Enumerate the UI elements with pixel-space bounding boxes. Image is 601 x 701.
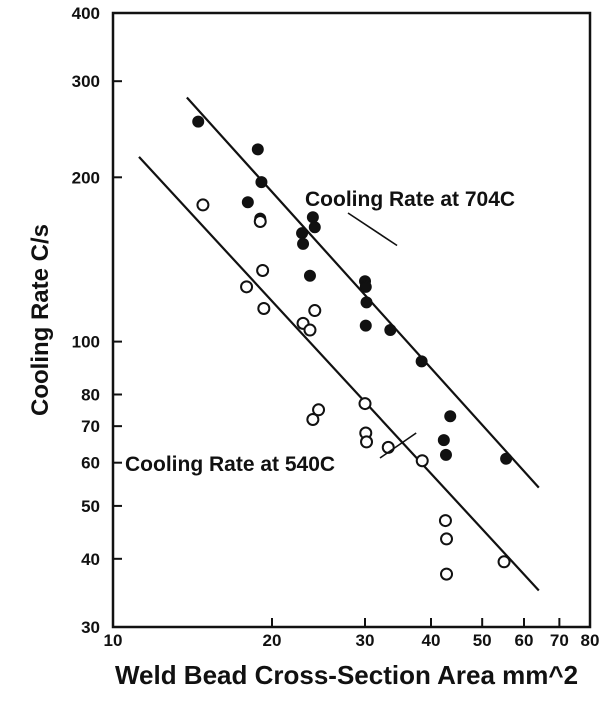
data-point-540c [303, 323, 317, 337]
y-tick-label: 200 [72, 168, 100, 187]
y-tick-label: 30 [81, 618, 100, 637]
data-point-704c [444, 410, 457, 423]
x-tick-label: 70 [550, 631, 569, 650]
x-tick-label: 20 [263, 631, 282, 650]
annotation-704c: Cooling Rate at 704C [305, 188, 515, 211]
data-point-704c [437, 434, 450, 447]
y-tick-label: 60 [81, 454, 100, 473]
data-point-540c [306, 412, 320, 426]
data-point-704c [360, 296, 373, 309]
data-point-540c [196, 198, 210, 212]
data-point-540c [440, 532, 454, 546]
x-tick-label: 10 [104, 631, 123, 650]
annotation-540c: Cooling Rate at 540C [125, 453, 335, 476]
data-point-540c [312, 403, 326, 417]
x-axis-title: Weld Bead Cross-Section Area mm^2 [115, 660, 578, 690]
y-tick-label: 80 [81, 386, 100, 405]
data-point-540c [240, 280, 254, 294]
data-point-704c [241, 196, 254, 209]
plot-frame [111, 11, 592, 629]
data-point-704c [192, 115, 205, 128]
data-point-704c [303, 269, 316, 282]
data-point-704c [251, 143, 264, 156]
data-point-540c [381, 440, 395, 454]
data-point-704c [306, 211, 319, 224]
data-point-540c [438, 514, 452, 528]
data-point-704c [359, 280, 372, 293]
data-point-704c [439, 448, 452, 461]
data-point-704c [308, 221, 321, 234]
data-point-704c [500, 452, 513, 465]
annotation-leader-540c [379, 432, 417, 459]
data-point-704c [296, 227, 309, 240]
x-tick-label: 60 [515, 631, 534, 650]
data-point-540c [360, 435, 374, 449]
x-tick-label: 30 [356, 631, 375, 650]
y-tick-label: 50 [81, 497, 100, 516]
y-tick-label: 100 [72, 333, 100, 352]
x-tick-label: 40 [422, 631, 441, 650]
y-axis-title: Cooling Rate C/s [27, 224, 54, 416]
fit-line [138, 156, 540, 592]
data-point-540c [308, 304, 322, 318]
data-point-704c [384, 324, 397, 337]
x-tick-label: 80 [581, 631, 600, 650]
y-tick-label: 40 [81, 550, 100, 569]
data-point-540c [256, 263, 270, 277]
data-point-540c [497, 555, 511, 569]
data-point-704c [359, 319, 372, 332]
data-point-540c [257, 301, 271, 315]
y-tick-label: 70 [81, 417, 100, 436]
data-point-540c [440, 567, 454, 581]
data-point-704c [255, 176, 268, 189]
data-point-540c [415, 454, 429, 468]
data-point-704c [415, 355, 428, 368]
fit-line [186, 96, 540, 489]
y-tick-label: 300 [72, 72, 100, 91]
data-point-540c [358, 397, 372, 411]
x-tick-label: 50 [473, 631, 492, 650]
y-tick-label: 400 [72, 4, 100, 23]
annotation-leader-704c [347, 212, 398, 247]
data-point-704c [297, 237, 310, 250]
data-point-540c [253, 214, 267, 228]
